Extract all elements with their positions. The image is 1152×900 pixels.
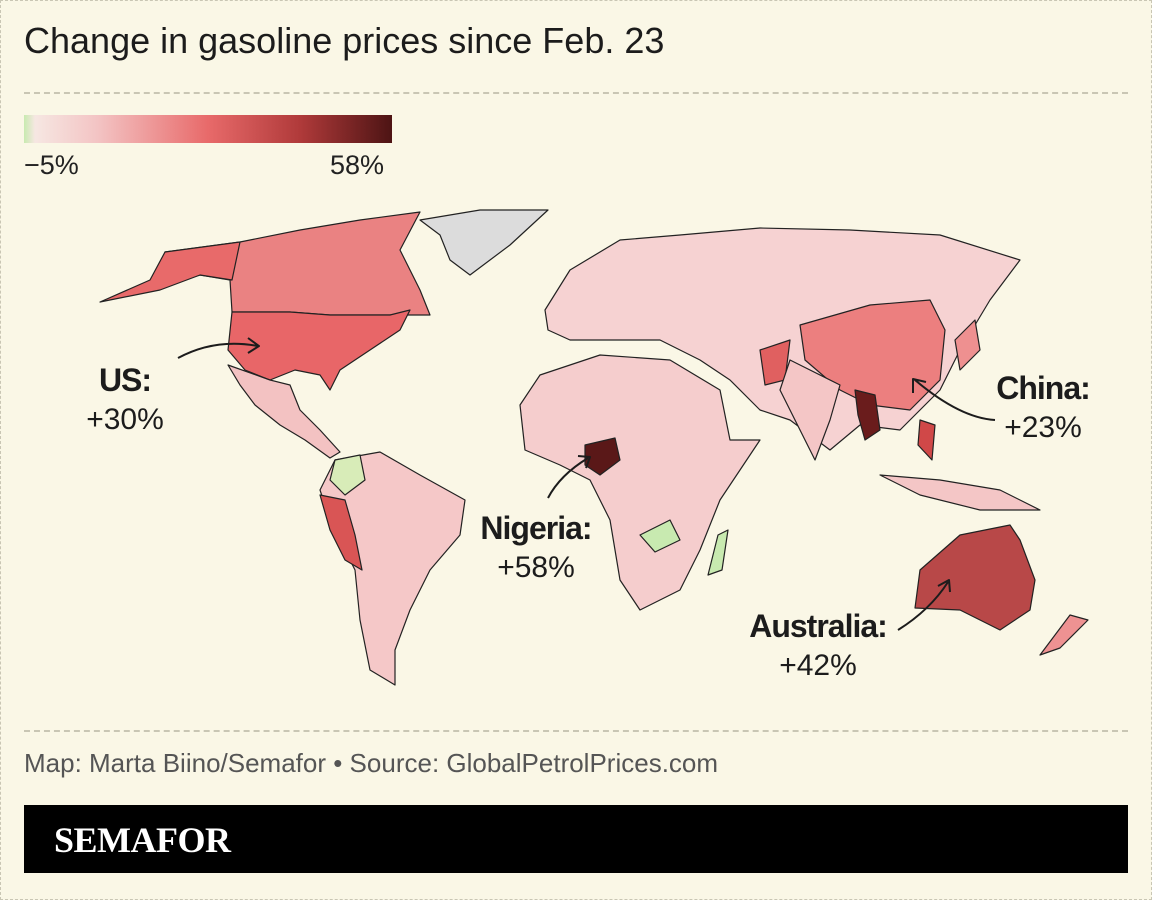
annotation-label: China: — [996, 370, 1091, 406]
arrows — [177, 337, 996, 631]
annotation-value: +30% — [86, 403, 164, 436]
madagascar — [707, 529, 729, 576]
philippines — [917, 419, 936, 461]
brand-bar: SEMAFOR — [24, 805, 1128, 873]
annotation-value: +42% — [779, 649, 857, 682]
greenland — [419, 209, 549, 276]
zambia — [639, 519, 681, 553]
nigeria — [584, 437, 621, 476]
legend-min: −5% — [24, 150, 79, 180]
new-zealand — [1039, 614, 1089, 656]
annotation-label: Australia: — [749, 608, 888, 644]
mexico — [227, 364, 341, 459]
annotation-label: US: — [98, 362, 152, 398]
brand: SEMAFOR — [54, 820, 231, 860]
peru — [319, 494, 363, 571]
arrow-nigeria — [547, 455, 591, 499]
annotation-us: US: +30% — [65, 362, 185, 437]
africa — [519, 354, 761, 611]
alaska — [99, 241, 241, 303]
indonesia — [879, 474, 1041, 511]
annotation-label: Nigeria: — [480, 510, 592, 546]
divider — [24, 730, 1128, 732]
source: Map: Marta Biino/Semafor • Source: Globa… — [24, 748, 719, 778]
arrow-us — [177, 337, 260, 359]
annotation-nigeria: Nigeria: +58% — [466, 510, 606, 585]
australia — [914, 524, 1036, 631]
annotation-china: China: +23% — [983, 370, 1103, 445]
title: Change in gasoline prices since Feb. 23 — [24, 20, 665, 61]
arrow-china — [912, 378, 996, 421]
legend-gradient — [24, 115, 392, 143]
united-states — [227, 309, 411, 391]
japan — [954, 319, 981, 371]
colombia — [329, 454, 366, 496]
annotation-value: +58% — [497, 551, 575, 584]
legend-max: 58% — [330, 150, 385, 180]
annotation-value: +23% — [1004, 411, 1082, 444]
world-map — [99, 209, 1089, 686]
india — [779, 359, 841, 461]
divider — [24, 92, 1128, 94]
myanmar — [854, 389, 881, 441]
arrow-australia — [897, 579, 951, 631]
annotation-australia: Australia: +42% — [738, 608, 898, 683]
